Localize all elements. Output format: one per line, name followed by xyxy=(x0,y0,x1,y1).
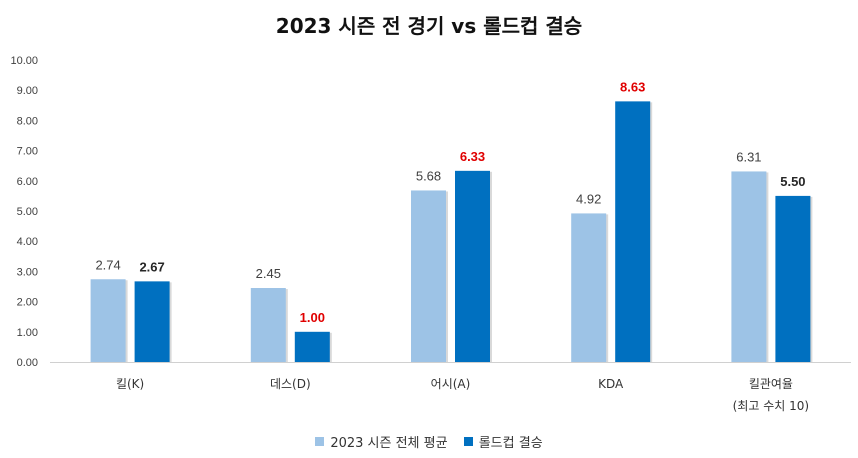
bar-series-2 xyxy=(455,170,490,362)
bar-series-1 xyxy=(411,190,446,362)
data-label: 6.33 xyxy=(460,149,485,164)
bar-series-1 xyxy=(90,279,126,362)
x-axis: 킬(K) 데스(D) 어시(A) KDA 킬관여율 (최고 수치 10) xyxy=(50,362,851,413)
y-tick-label: 8.00 xyxy=(17,115,38,127)
legend-swatch-2 xyxy=(463,437,473,446)
chart-title: 2023 시즌 전 경기 vs 롤드컵 결승 xyxy=(275,14,583,38)
x-category-label: (최고 수치 10) xyxy=(733,399,809,413)
bar-series-2 xyxy=(615,101,651,363)
y-axis: 0.00 1.00 2.00 3.00 4.00 5.00 6.00 7.00 8.00 9.00… xyxy=(10,55,38,369)
data-label: 2.74 xyxy=(95,257,120,272)
data-label: 1.00 xyxy=(300,310,325,325)
y-tick-label: 0.00 xyxy=(17,357,38,369)
legend-item-series-1: 2023 시즌 전체 평균 xyxy=(315,432,448,451)
x-category-label: 킬관여율 xyxy=(749,377,793,391)
data-label: 5.50 xyxy=(780,174,805,189)
y-tick-label: 1.00 xyxy=(17,327,38,339)
data-label: 5.68 xyxy=(416,168,441,183)
bar-series-2 xyxy=(294,331,330,362)
x-category-label: 어시(A) xyxy=(431,377,471,391)
y-tick-label: 9.00 xyxy=(17,85,38,97)
data-label: 6.31 xyxy=(736,149,761,164)
legend-label-2: 롤드컵 결승 xyxy=(478,436,543,451)
legend-item-series-2: 롤드컵 결승 xyxy=(463,432,543,451)
bar-series-2 xyxy=(775,195,811,362)
bar-series-1 xyxy=(571,213,607,362)
y-tick-label: 2.00 xyxy=(17,297,38,309)
y-tick-label: 6.00 xyxy=(17,176,38,188)
y-tick-label: 3.00 xyxy=(17,266,38,278)
x-category-label: 데스(D) xyxy=(270,377,311,391)
value-labels: 2.74 2.67 2.45 1.00 5.68 6.33 4.92 8.63 6.31 5.50 xyxy=(95,79,805,324)
data-label: 4.92 xyxy=(576,191,601,206)
legend-label-1: 2023 시즌 전체 평균 xyxy=(330,436,448,451)
data-label: 8.63 xyxy=(620,79,645,94)
x-category-label: 킬(K) xyxy=(116,377,144,391)
y-tick-label: 4.00 xyxy=(17,236,38,248)
y-tick-label: 10.00 xyxy=(10,55,38,67)
bar-series-2 xyxy=(134,281,170,362)
legend-swatch-1 xyxy=(315,437,325,446)
y-tick-label: 5.00 xyxy=(17,206,38,218)
legend: 2023 시즌 전체 평균 롤드컵 결승 xyxy=(0,432,858,451)
data-label: 2.45 xyxy=(256,266,281,281)
bar-series-1 xyxy=(250,288,286,362)
bars xyxy=(90,101,813,364)
bar-series-1 xyxy=(731,171,767,362)
x-category-label: KDA xyxy=(598,377,624,391)
y-tick-label: 7.00 xyxy=(17,146,38,158)
data-label: 2.67 xyxy=(139,259,164,274)
